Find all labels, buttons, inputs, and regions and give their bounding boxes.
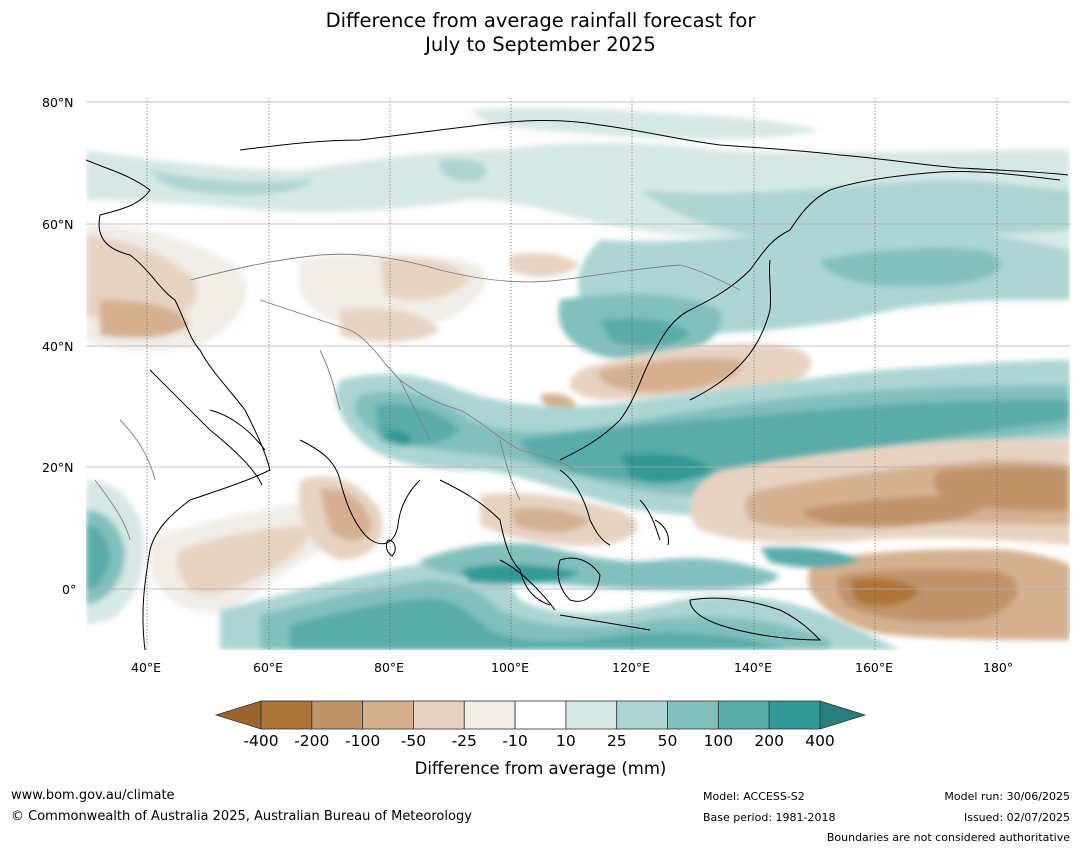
colorbar-tick-label: -25 bbox=[451, 732, 477, 750]
website-link[interactable]: www.bom.gov.au/climate bbox=[11, 788, 175, 803]
colorbar-tick-label: -200 bbox=[294, 732, 330, 750]
lat-label-60n: 60°N bbox=[42, 217, 74, 232]
colorbar-swatch bbox=[362, 700, 414, 730]
northern-wet-anomaly bbox=[86, 142, 1070, 361]
colorbar-title: Difference from average (mm) bbox=[414, 759, 667, 778]
borneo-coast bbox=[557, 557, 601, 602]
colorbar-swatch bbox=[260, 700, 313, 730]
new-guinea-coast bbox=[689, 597, 822, 641]
issued-text: Issued: 02/07/2025 bbox=[963, 811, 1070, 824]
colorbar-extend-high bbox=[819, 700, 867, 730]
siberia-coast bbox=[239, 119, 1069, 176]
rainfall-map bbox=[86, 98, 1070, 650]
colorbar-tick-label: 200 bbox=[754, 732, 784, 750]
disclaimer-text: Boundaries are not considered authoritat… bbox=[826, 831, 1070, 844]
indian-ocean-dry-anomaly bbox=[150, 476, 638, 613]
colorbar-swatch bbox=[311, 700, 364, 730]
europe-africa-coast bbox=[86, 159, 271, 650]
japan-coast bbox=[689, 259, 772, 401]
pacific-dry-anomaly bbox=[689, 439, 1070, 640]
lat-label-0: 0° bbox=[62, 582, 77, 597]
se-asia-coast bbox=[439, 469, 611, 606]
colorbar-tick-label: 10 bbox=[556, 732, 576, 750]
arctic-wet-anomaly bbox=[470, 107, 820, 140]
india-coast bbox=[299, 439, 421, 545]
lon-label-140e: 140°E bbox=[734, 660, 773, 675]
lat-label-20n: 20°N bbox=[42, 460, 74, 475]
colorbar-tick-label: 100 bbox=[703, 732, 734, 750]
colorbar-swatch bbox=[514, 700, 567, 730]
arabian-coast bbox=[149, 369, 266, 486]
title-line-2: July to September 2025 bbox=[425, 33, 656, 56]
lat-label-80n: 80°N bbox=[42, 95, 74, 110]
lon-label-180: 180° bbox=[983, 660, 1014, 675]
east-asia-coast bbox=[559, 171, 1061, 461]
lon-label-80e: 80°E bbox=[374, 660, 405, 675]
lon-label-60e: 60°E bbox=[253, 660, 284, 675]
sumatra-java-coast bbox=[499, 559, 651, 631]
rainfall-anomaly-field bbox=[86, 107, 1070, 650]
colorbar-swatch bbox=[768, 700, 821, 730]
colorbar-tick-label: 25 bbox=[606, 732, 627, 750]
colorbar-tick-label: -10 bbox=[502, 732, 528, 750]
sri-lanka-coast bbox=[385, 539, 396, 557]
lon-label-160e: 160°E bbox=[855, 660, 894, 675]
colorbar-swatch bbox=[413, 700, 465, 730]
lon-label-120e: 120°E bbox=[612, 660, 651, 675]
colorbar-tick-label: -100 bbox=[345, 732, 381, 750]
base-period-text: Base period: 1981-2018 bbox=[703, 811, 836, 824]
colorbar-swatch bbox=[565, 700, 618, 730]
philippines-coast bbox=[639, 499, 669, 546]
map-title: Difference from average rainfall forecas… bbox=[0, 9, 1081, 57]
colorbar-extend-low bbox=[214, 700, 262, 730]
colorbar-tick-label: -400 bbox=[243, 732, 279, 750]
model-run-text: Model run: 30/06/2025 bbox=[944, 790, 1070, 803]
lon-label-40e: 40°E bbox=[131, 660, 162, 675]
title-line-1: Difference from average rainfall forecas… bbox=[325, 9, 756, 32]
country-borders bbox=[94, 253, 741, 541]
colorbar-tick-label: 400 bbox=[805, 732, 835, 750]
lon-label-100e: 100°E bbox=[491, 660, 530, 675]
colorbar-tick-label: 50 bbox=[657, 732, 678, 750]
colorbar-swatch bbox=[667, 700, 719, 730]
colorbar-swatch bbox=[616, 700, 668, 730]
colorbar-swatch bbox=[463, 700, 516, 730]
coastlines bbox=[86, 119, 1069, 650]
copyright-text: © Commonwealth of Australia 2025, Austra… bbox=[11, 809, 472, 824]
model-text: Model: ACCESS-S2 bbox=[703, 790, 805, 803]
colorbar-tick-label: -50 bbox=[400, 732, 427, 750]
colorbar-swatch bbox=[717, 700, 770, 730]
western-dry-anomaly bbox=[86, 225, 580, 351]
lat-label-40n: 40°N bbox=[42, 339, 74, 354]
